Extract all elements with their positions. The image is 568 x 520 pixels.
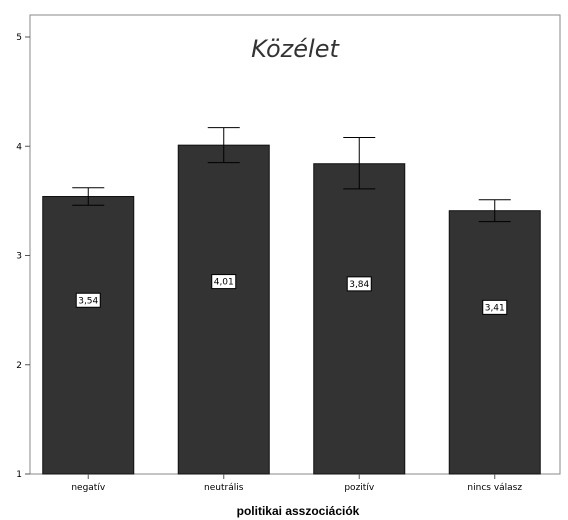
data-label-box: [211, 274, 237, 290]
x-tick-label: neutrális: [204, 483, 244, 493]
bar: [42, 196, 135, 475]
data-label-box: [75, 292, 101, 308]
y-tick-label: 3: [16, 252, 22, 262]
data-label-box: [346, 276, 372, 292]
x-tick-label: nincs válasz: [467, 483, 522, 493]
y-tick-label: 1: [16, 470, 22, 480]
y-tick-label: 5: [16, 33, 22, 43]
bars-layer: 3,54 4,01 3,84 3,41: [42, 127, 541, 475]
data-label: 3,41: [485, 303, 505, 313]
x-tick-label: negatív: [71, 483, 105, 493]
data-label-box: [482, 299, 508, 315]
y-tick-label: 4: [16, 142, 22, 152]
axes: 1 2 3 4 5 negatív neutrális pozitív nincs válasz: [16, 33, 522, 493]
data-label: 3,84: [349, 280, 369, 290]
x-axis-title: politikai asszociációk: [237, 504, 360, 518]
y-tick-label: 2: [16, 361, 22, 371]
bar: [177, 144, 270, 475]
data-label: 4,01: [214, 278, 234, 288]
bar: [448, 210, 541, 475]
data-label: 3,54: [78, 296, 98, 306]
x-tick-label: pozitív: [344, 483, 374, 493]
bar: [313, 163, 406, 475]
chart-title: Közélet: [251, 35, 340, 63]
